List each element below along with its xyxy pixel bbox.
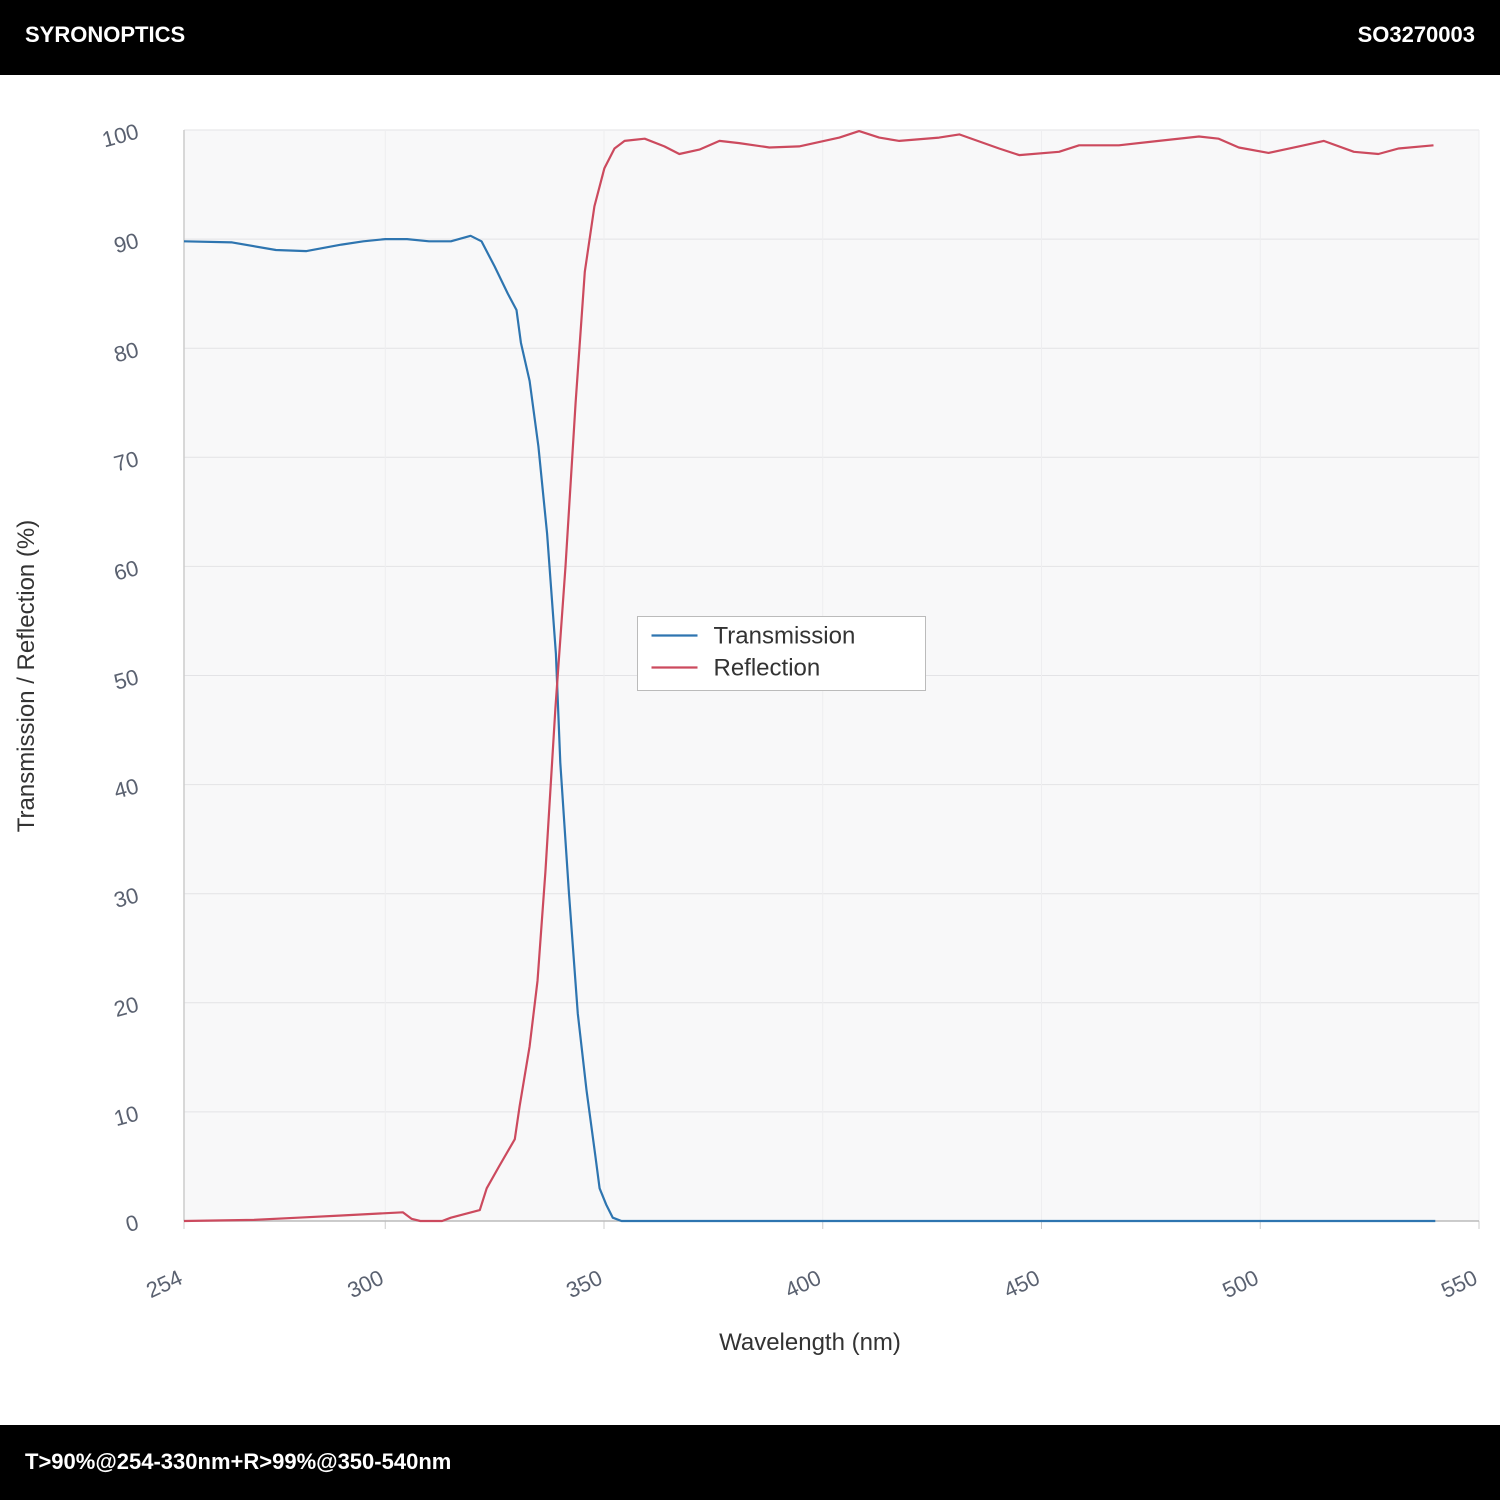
y-tick-label: 30 [111,882,141,912]
chart: Wavelength (nm) Transmission / Reflectio… [13,119,1481,1356]
spec-text: T>90%@254-330nm+R>99%@350-540nm [25,1449,452,1474]
x-tick-label: 550 [1437,1265,1481,1303]
part-code: SO3270003 [1357,22,1475,47]
x-axis-label: Wavelength (nm) [719,1329,901,1356]
y-tick-label: 70 [111,446,141,476]
footer: T>90%@254-330nm+R>99%@350-540nm [0,1425,1500,1500]
legend-label: Reflection [714,655,821,682]
x-tick-label: 300 [344,1265,388,1303]
x-tick-label: 400 [781,1265,825,1303]
y-tick-label: 10 [111,1101,141,1131]
x-tick-label: 450 [1000,1265,1044,1303]
y-tick-label: 50 [111,664,141,694]
y-tick-label: 90 [111,228,141,258]
series-line [183,234,1436,1223]
y-tick-label: 60 [111,555,141,585]
x-tick-label: 500 [1219,1265,1263,1303]
legend-box [637,616,926,691]
y-tick-label: 40 [111,773,141,803]
x-tick-label: 350 [562,1265,606,1303]
y-tick-label: 100 [99,119,141,153]
x-tick-label: 254 [142,1265,186,1303]
legend-label: Transmission [714,623,856,650]
brand: SYRONOPTICS [25,22,186,47]
y-tick-label: 20 [111,991,141,1021]
legend: Transmission Reflection [637,616,926,691]
series-line [183,130,1434,1223]
y-axis-label: Transmission / Reflection (%) [13,520,40,833]
header: SYRONOPTICS SO3270003 [0,0,1500,75]
y-tick-label: 80 [111,337,141,367]
y-tick-label: 0 [123,1210,141,1237]
